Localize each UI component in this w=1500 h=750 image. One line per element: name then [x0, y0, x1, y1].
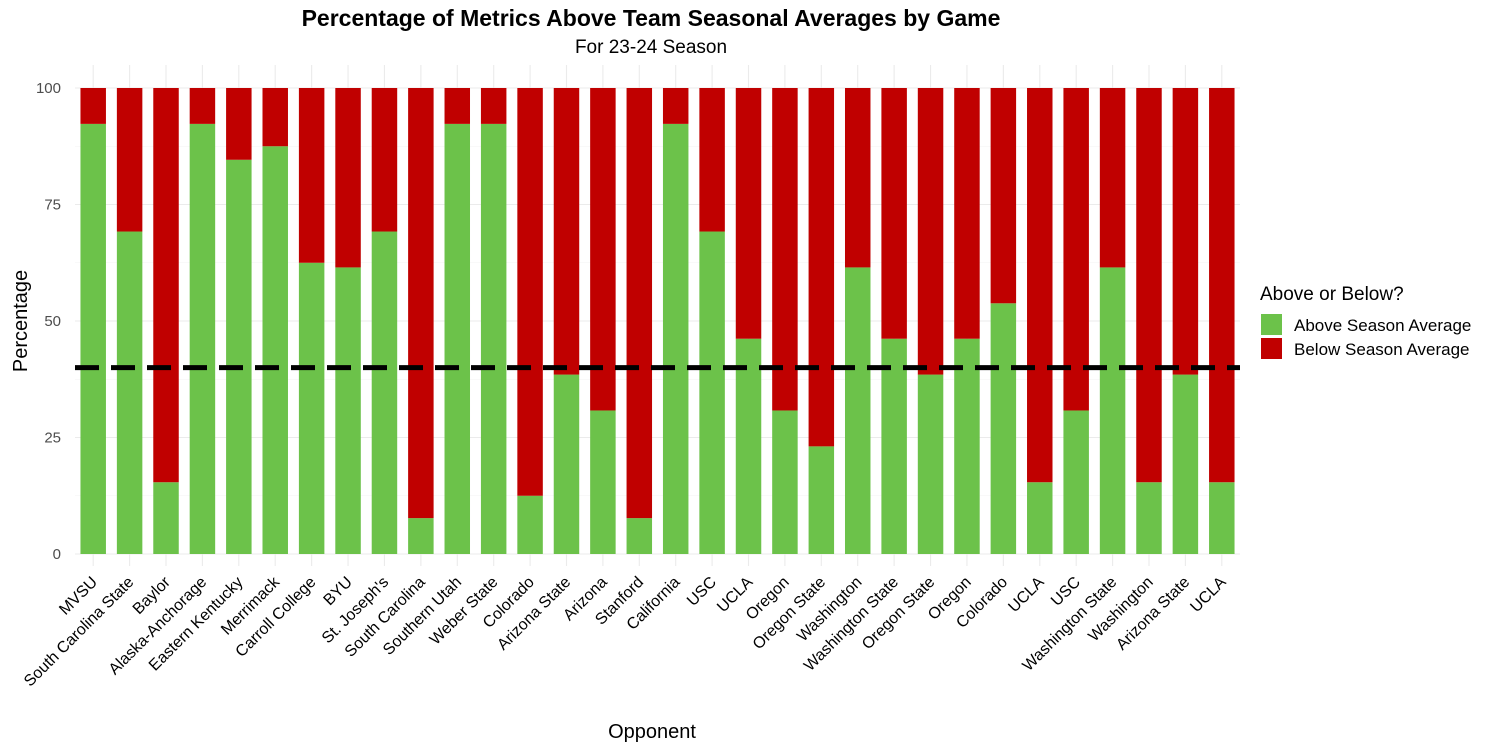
- bar-below-segment: [626, 88, 653, 519]
- bar-above-segment: [1136, 482, 1162, 554]
- y-tick-label: 100: [36, 80, 61, 97]
- bar-above-segment: [917, 374, 944, 554]
- bar-below-segment: [116, 88, 143, 232]
- bar-below-segment: [444, 88, 471, 124]
- bar-above-segment: [480, 123, 507, 554]
- bar-below-segment: [662, 88, 689, 124]
- bar-below-segment: [1209, 88, 1235, 483]
- bar-above-segment: [881, 338, 907, 554]
- bar-above-segment: [1099, 267, 1126, 554]
- bar-below-segment: [772, 88, 798, 411]
- y-tick-label: 0: [53, 546, 61, 563]
- bar-below-segment: [553, 88, 580, 375]
- legend-label: Below Season Average: [1294, 340, 1469, 359]
- bar-above-segment: [517, 495, 543, 554]
- bar-above-segment: [808, 446, 835, 554]
- bar-above-segment: [444, 123, 471, 554]
- bar-below-segment: [844, 88, 871, 268]
- bar-below-segment: [189, 88, 216, 124]
- bar-above-segment: [116, 231, 143, 554]
- bar-below-segment: [1027, 88, 1053, 483]
- bar-above-segment: [954, 338, 980, 554]
- bar-above-segment: [153, 482, 179, 554]
- bar-above-segment: [189, 123, 216, 554]
- bar-above-segment: [1027, 482, 1053, 554]
- bar-below-segment: [480, 88, 507, 124]
- bar-below-segment: [990, 88, 1017, 304]
- x-axis-title: Opponent: [608, 721, 696, 743]
- bar-below-segment: [335, 88, 361, 268]
- legend-swatch: [1261, 338, 1282, 359]
- bar-above-segment: [772, 410, 798, 554]
- bar-above-segment: [335, 267, 361, 554]
- y-axis-ticks: 0 25 50 75 100: [36, 80, 61, 563]
- bar-below-segment: [408, 88, 434, 519]
- bar-below-segment: [881, 88, 907, 339]
- bar-below-segment: [917, 88, 944, 375]
- bar-above-segment: [699, 231, 725, 554]
- bar-below-segment: [1136, 88, 1162, 483]
- bar-above-segment: [662, 123, 689, 554]
- bar-below-segment: [699, 88, 725, 232]
- legend: Above or Below? Above Season Average Belo…: [1260, 284, 1471, 359]
- bars: [80, 88, 1235, 554]
- bar-above-segment: [262, 146, 288, 554]
- bar-above-segment: [80, 123, 106, 554]
- legend-label: Above Season Average: [1294, 316, 1471, 335]
- bar-below-segment: [226, 88, 252, 160]
- chart-title: Percentage of Metrics Above Team Seasona…: [302, 5, 1001, 31]
- legend-swatch: [1261, 314, 1282, 335]
- bar-below-segment: [517, 88, 543, 496]
- bar-above-segment: [735, 338, 762, 554]
- bar-below-segment: [298, 88, 325, 263]
- bar-below-segment: [153, 88, 179, 483]
- x-tick-label: UCLA: [1005, 574, 1047, 616]
- bar-above-segment: [590, 410, 616, 554]
- bar-below-segment: [590, 88, 616, 411]
- bar-above-segment: [1209, 482, 1235, 554]
- bar-above-segment: [226, 159, 252, 554]
- bar-above-segment: [1172, 374, 1199, 554]
- bar-above-segment: [626, 518, 653, 554]
- bar-above-segment: [553, 374, 580, 554]
- bar-below-segment: [1099, 88, 1126, 268]
- y-axis-title: Percentage: [10, 270, 32, 372]
- bar-above-segment: [408, 518, 434, 554]
- legend-title: Above or Below?: [1260, 284, 1404, 305]
- y-tick-label: 50: [44, 313, 61, 330]
- bar-above-segment: [1063, 410, 1089, 554]
- bar-below-segment: [1172, 88, 1199, 375]
- bar-below-segment: [1063, 88, 1089, 411]
- bar-below-segment: [371, 88, 398, 232]
- bar-below-segment: [735, 88, 762, 339]
- bar-above-segment: [298, 262, 325, 554]
- bar-above-segment: [371, 231, 398, 554]
- bar-above-segment: [990, 303, 1017, 554]
- bar-below-segment: [808, 88, 835, 447]
- y-tick-label: 75: [44, 197, 61, 214]
- bar-below-segment: [954, 88, 980, 339]
- chart-subtitle: For 23-24 Season: [575, 37, 727, 58]
- bar-below-segment: [262, 88, 288, 147]
- bar-above-segment: [844, 267, 871, 554]
- y-tick-label: 25: [44, 430, 61, 447]
- x-tick-label: UCLA: [1187, 574, 1229, 616]
- bar-below-segment: [80, 88, 106, 124]
